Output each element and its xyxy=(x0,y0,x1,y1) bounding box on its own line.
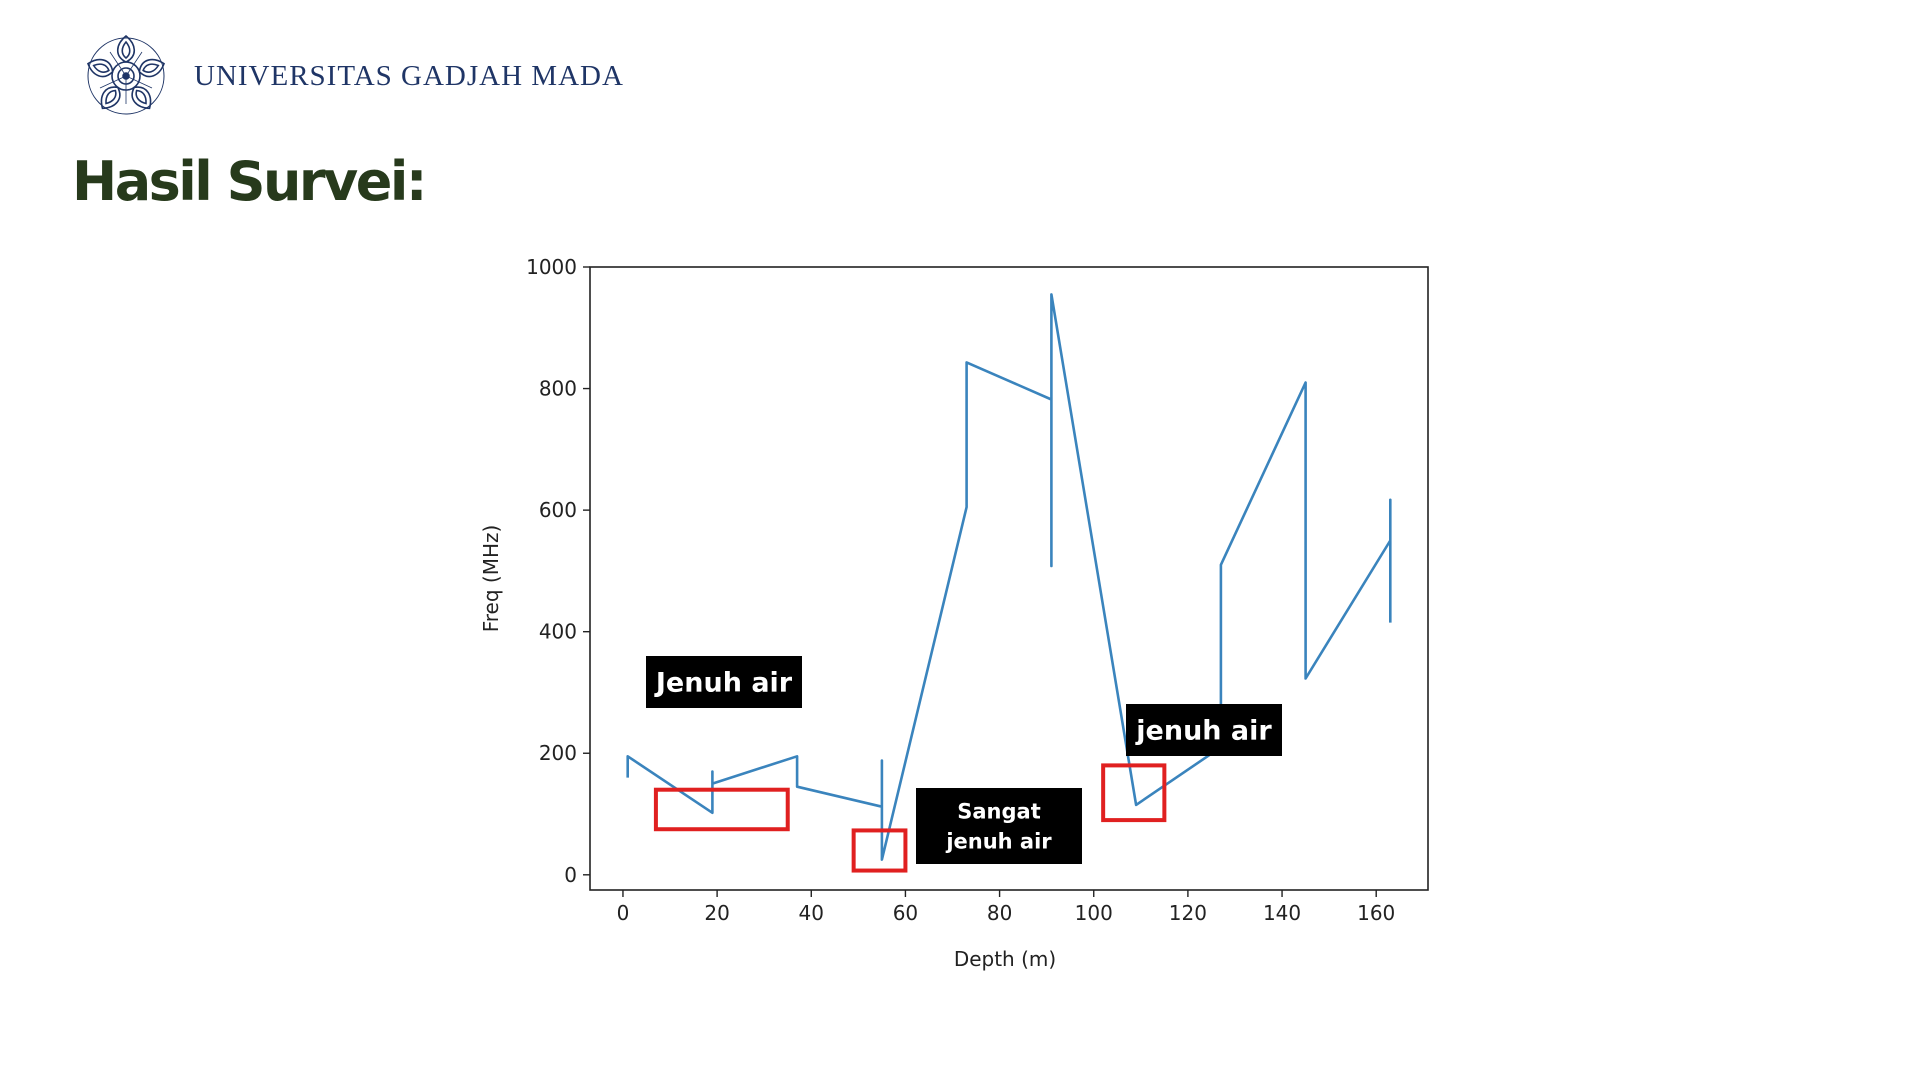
y-tick-label: 200 xyxy=(539,741,577,765)
university-name: UNIVERSITAS GADJAH MADA xyxy=(194,59,624,92)
x-tick-label: 20 xyxy=(704,901,729,925)
annotation-text: Sangat xyxy=(957,800,1041,824)
highlight-box xyxy=(653,787,790,832)
y-tick-label: 600 xyxy=(539,498,577,522)
annotation-jenuh-air-2: jenuh air xyxy=(1126,704,1282,756)
x-tick-label: 140 xyxy=(1263,901,1301,925)
annotation-box xyxy=(916,788,1082,864)
highlight-box xyxy=(1101,763,1167,823)
y-axis-label: Freq (MHz) xyxy=(479,525,503,633)
annotation-text: jenuh air xyxy=(1135,716,1272,747)
y-tick-label: 800 xyxy=(539,377,577,401)
plot-frame xyxy=(589,266,1429,891)
chart-container: 0 20 40 60 80 100 120 140 160 0 200 400 600 800 1000 De… xyxy=(460,250,1460,990)
annotation-box xyxy=(646,656,802,708)
x-tick-label: 0 xyxy=(617,901,630,925)
annotation-sangat-jenuh-air: Sangat jenuh air xyxy=(916,788,1082,864)
x-tick-label: 60 xyxy=(893,901,918,925)
y-tick-label: 400 xyxy=(539,620,577,644)
slide-title: Hasil Survei: xyxy=(72,150,428,213)
y-tick-label: 1000 xyxy=(526,255,577,279)
ugm-seal-icon xyxy=(80,30,172,122)
annotation-text: jenuh air xyxy=(945,830,1052,854)
x-tick-label: 80 xyxy=(987,901,1012,925)
x-tick-label: 40 xyxy=(799,901,824,925)
x-tick-label: 160 xyxy=(1357,901,1395,925)
frequency-depth-chart: 0 20 40 60 80 100 120 140 160 0 200 400 600 800 1000 De… xyxy=(479,255,1429,971)
x-tick-label: 100 xyxy=(1075,901,1113,925)
annotation-jenuh-air-1: Jenuh air xyxy=(646,656,802,708)
x-axis-label: Depth (m) xyxy=(954,947,1056,971)
header: UNIVERSITAS GADJAH MADA xyxy=(80,30,624,122)
annotation-text: Jenuh air xyxy=(654,668,793,699)
series-line xyxy=(626,293,1392,861)
highlight-box xyxy=(851,828,908,873)
x-tick-label: 120 xyxy=(1169,901,1207,925)
y-tick-label: 0 xyxy=(564,863,577,887)
annotation-box xyxy=(1126,704,1282,756)
